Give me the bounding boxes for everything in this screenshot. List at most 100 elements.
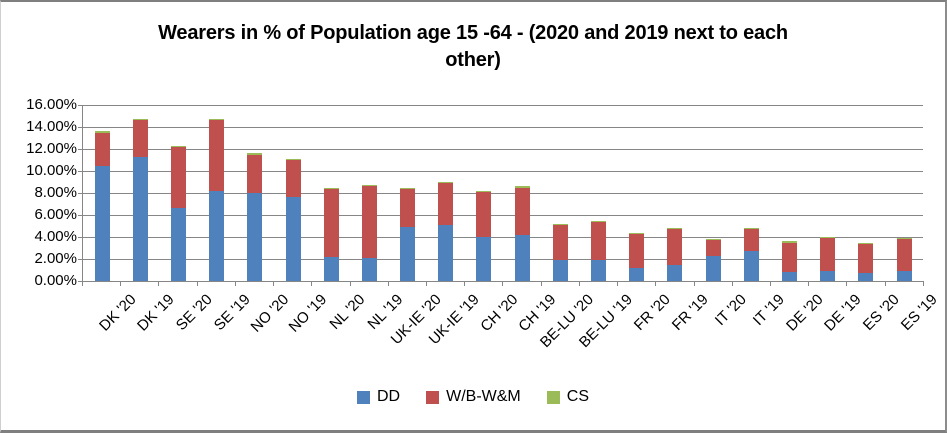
x-label-slot: NL '19 [350, 281, 406, 351]
y-axis-label: 14.00% [26, 118, 77, 135]
bar-segment-CS [361, 185, 377, 187]
x-label-slot: NO '19 [274, 281, 330, 351]
x-label-slot: UK-IE '20 [388, 281, 445, 351]
bar-segment-W/B-W&M [667, 229, 683, 265]
bar-slot [350, 105, 388, 281]
legend-label: W/B-W&M [446, 388, 521, 405]
y-axis-tick [78, 281, 82, 282]
bar-segment-W/B-W&M [400, 188, 416, 228]
x-axis-tick [693, 281, 695, 286]
x-label-slot: NO '20 [236, 281, 292, 351]
stacked-bar [781, 241, 797, 281]
x-axis-tick [884, 281, 886, 286]
x-axis-tick [464, 281, 466, 286]
bar-segment-CS [94, 131, 110, 133]
x-label-slot: ES '19 [885, 281, 941, 351]
x-label-slot: DE '20 [770, 281, 827, 351]
bar-segment-CS [285, 158, 301, 161]
y-axis-label: 0.00% [34, 272, 77, 289]
bar-segment-CS [438, 182, 454, 184]
bar-slot [618, 105, 656, 281]
gridline [83, 259, 923, 260]
bar-segment-W/B-W&M [361, 186, 377, 258]
bar-segment-CS [476, 190, 492, 192]
x-label-slot: DK '20 [83, 281, 140, 351]
bar-slot [236, 105, 274, 281]
stacked-bar [209, 119, 225, 281]
legend-label: DD [377, 388, 401, 405]
bar-segment-DD [132, 156, 148, 281]
bar-segment-CS [552, 223, 568, 225]
bar-segment-DD [820, 270, 836, 281]
bar-slot [198, 105, 236, 281]
x-axis-tick [769, 281, 771, 286]
stacked-bar [896, 238, 912, 281]
bar-segment-DD [514, 234, 530, 281]
bar-segment-CS [514, 186, 530, 188]
y-axis-label: 4.00% [34, 228, 77, 245]
x-axis-tick [234, 281, 236, 286]
x-axis-tick [196, 281, 198, 286]
x-label-slot: SE '20 [159, 281, 216, 351]
stacked-bar [247, 153, 263, 281]
bar-slot [656, 105, 694, 281]
x-axis-tick [540, 281, 542, 286]
bar-slot [579, 105, 617, 281]
bar-segment-DD [591, 260, 607, 281]
x-label-slot: CH '19 [503, 281, 559, 351]
y-axis-tick [78, 149, 82, 150]
stacked-bar [361, 185, 377, 281]
x-axis-tick [425, 281, 427, 286]
bar-segment-CS [743, 228, 759, 230]
x-axis-tick [808, 281, 810, 286]
bar-segment-W/B-W&M [591, 221, 607, 261]
bar-segment-DD [323, 256, 339, 281]
bar-segment-CS [591, 220, 607, 222]
x-label-slot: IT '20 [694, 281, 750, 351]
x-axis-tick [82, 281, 83, 286]
stacked-bar [132, 119, 148, 281]
x-axis-tick [655, 281, 657, 286]
bar-segment-CS [247, 153, 263, 155]
x-label-slot: BE-LU '20 [537, 281, 597, 351]
stacked-bar [94, 131, 110, 281]
bar-segment-W/B-W&M [629, 233, 645, 268]
legend-item-W/B-W&M: W/B-W&M [426, 388, 521, 406]
x-label-slot: ES '20 [847, 281, 903, 351]
gridline [83, 127, 923, 128]
chart-title-line2: other) [445, 49, 501, 71]
gridline [83, 171, 923, 172]
x-axis-tick [311, 281, 313, 286]
bar-segment-DD [629, 267, 645, 281]
chart-legend: DD W/B-W&M CS [1, 388, 945, 406]
x-label-slot: SE '19 [198, 281, 254, 351]
bar-segment-DD [858, 273, 874, 281]
y-axis-tick [78, 193, 82, 194]
bar-segment-CS [781, 241, 797, 243]
x-label-slot: DK '19 [121, 281, 178, 351]
bar-segment-W/B-W&M [285, 160, 301, 198]
legend-swatch-icon [426, 390, 440, 404]
x-label-slot: FR '19 [656, 281, 712, 351]
legend-item-CS: CS [546, 388, 589, 406]
bar-slot [847, 105, 885, 281]
bar-segment-W/B-W&M [820, 238, 836, 271]
bar-segment-DD [247, 193, 263, 281]
y-axis-tick [78, 215, 82, 216]
legend-swatch-icon [357, 390, 370, 404]
x-axis-tick [617, 281, 619, 286]
chart-title: Wearers in % of Population age 15 -64 - … [71, 20, 875, 74]
x-axis-label: ES '19 [898, 291, 942, 334]
bar-slot [885, 105, 923, 281]
bar-segment-DD [285, 197, 301, 281]
x-label-slot: NL '20 [312, 281, 368, 351]
y-axis-label: 8.00% [34, 184, 77, 201]
bar-segment-W/B-W&M [781, 242, 797, 272]
bar-segment-W/B-W&M [323, 188, 339, 257]
bar-segment-W/B-W&M [438, 183, 454, 225]
y-axis-tick [78, 127, 82, 128]
bar-slot [809, 105, 847, 281]
y-axis-tick [78, 171, 82, 172]
plot-area: 0.00% 2.00% 4.00% 6.00% 8.00% 10.00% 12.00% 14.… [26, 96, 941, 351]
bar-slot [427, 105, 465, 281]
